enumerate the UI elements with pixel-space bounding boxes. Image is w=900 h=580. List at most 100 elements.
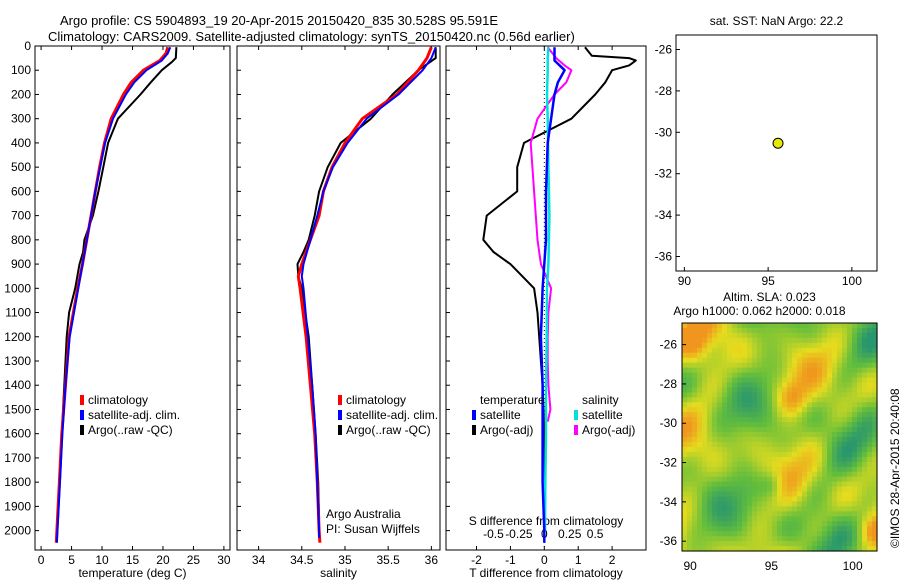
heatmap-cell [722,541,728,547]
heatmap-cell [762,511,768,517]
heatmap-cell [697,456,703,463]
heatmap-cell [872,471,878,478]
heatmap-cell [727,511,733,517]
heatmap-cell [727,546,733,552]
heatmap-cell [792,526,798,532]
heatmap-cell [777,412,783,418]
heatmap-cell [702,511,708,517]
heatmap-cell [717,481,723,488]
heatmap-cell [707,541,713,547]
heatmap-cell [867,437,873,443]
heatmap-cell [822,441,828,448]
salinity-legend-satellite-label: satellite-adj. clim. [346,408,438,422]
heatmap-cell [782,471,788,478]
heatmap-cell [722,427,728,433]
heatmap-cell [757,422,763,428]
heatmap-cell [742,347,748,354]
heatmap-cell [792,357,798,364]
heatmap-cell [707,506,713,512]
heatmap-cell [692,432,698,438]
heatmap-cell [767,427,773,433]
heatmap-cell [717,402,723,408]
heatmap-cell [777,437,783,443]
heatmap-cell [767,352,773,359]
heatmap-cell [862,481,868,488]
heatmap-cell [817,441,823,448]
heatmap-cell [832,427,838,433]
heatmap-cell [697,471,703,478]
heatmap-cell [797,466,803,473]
depth-tick-label: 300 [11,112,31,126]
heatmap-cell [707,323,713,329]
heatmap-cell [767,546,773,552]
heatmap-cell [727,362,733,369]
heatmap-cell [772,432,778,438]
depth-tick-label: 1800 [4,475,31,489]
heatmap-cell [757,372,763,379]
heatmap-cell [812,446,818,453]
heatmap-cell [702,506,708,512]
heatmap-cell [852,402,858,408]
heatmap-cell [777,441,783,448]
heatmap-cell [852,446,858,453]
heatmap-cell [797,486,803,493]
heatmap-cell [757,501,763,507]
heatmap-cell [732,476,738,483]
heatmap-cell [797,327,803,334]
heatmap-cell [702,481,708,488]
heatmap-cell [762,352,768,359]
heatmap-cell [872,427,878,433]
heatmap-cell [872,323,878,329]
heatmap-cell [782,402,788,408]
heatmap-cell [862,516,868,522]
heatmap-cell [787,456,793,463]
heatmap-cell [772,486,778,493]
heatmap-cell [842,407,848,413]
heatmap-cell [827,481,833,488]
heatmap-cell [757,407,763,413]
heatmap-cell [847,451,853,458]
heatmap-cell [727,506,733,512]
heatmap-cell [797,422,803,428]
heatmap-cell [832,357,838,364]
heatmap-cell [847,456,853,463]
heatmap-cell [807,402,813,408]
heatmap-cell [787,466,793,473]
heatmap-cell [852,437,858,443]
heatmap-cell [792,372,798,379]
heatmap-cell [772,521,778,527]
heatmap-cell [777,372,783,379]
heatmap-cell [857,446,863,453]
heatmap-cell [712,521,718,527]
heatmap-cell [687,481,693,488]
heatmap-cell [682,461,688,468]
heatmap-cell [702,451,708,458]
heatmap-cell [832,446,838,453]
heatmap-cell [767,476,773,483]
heatmap-cell [787,323,793,329]
heatmap-cell [822,476,828,483]
heatmap-cell [797,407,803,413]
heatmap-cell [702,357,708,364]
heatmap-cell [847,352,853,359]
heatmap-cell [697,451,703,458]
location-map-frame [675,34,878,272]
heatmap-cell [842,496,848,503]
heatmap-cell [727,531,733,537]
heatmap-cell [717,471,723,478]
heatmap-cell [757,471,763,478]
heatmap-cell [697,491,703,498]
heatmap-cell [807,456,813,463]
imos-credit: ©IMOS 28-Apr-2015 20:40:08 [888,388,900,548]
heatmap-cell [732,506,738,512]
heatmap-cell [817,427,823,433]
heatmap-cell [737,387,743,393]
heatmap-cell [852,323,858,329]
heatmap-cell [802,516,808,522]
heatmap-cell [757,506,763,512]
heatmap-cell [762,496,768,503]
heatmap-cell [857,323,863,329]
heatmap-cell [852,377,858,384]
heatmap-cell [692,491,698,498]
heatmap-cell [862,407,868,413]
